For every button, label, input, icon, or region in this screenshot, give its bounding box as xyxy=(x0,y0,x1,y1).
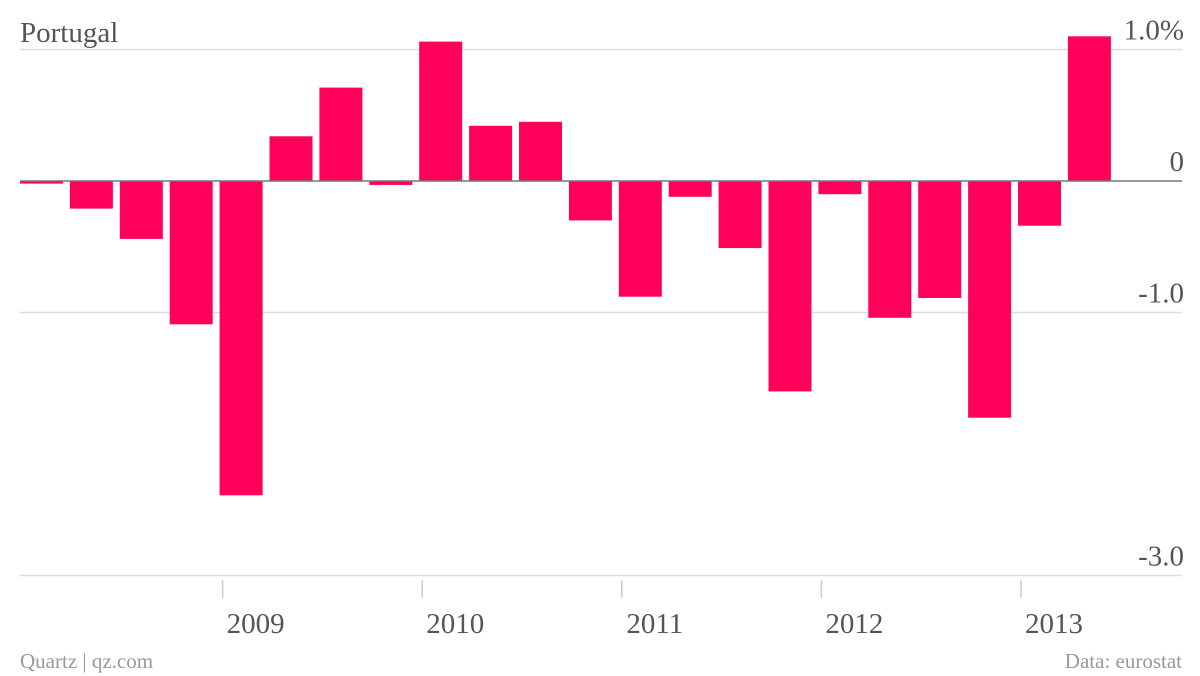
bar xyxy=(20,181,63,184)
x-tick-label: 2009 xyxy=(227,608,285,640)
bar xyxy=(169,181,213,325)
bar xyxy=(768,181,812,392)
x-tick-label: 2011 xyxy=(626,608,683,640)
footer-source-left: Quartz | qz.com xyxy=(20,649,153,673)
bar xyxy=(469,125,513,181)
bars xyxy=(20,36,1111,496)
bar xyxy=(618,181,662,297)
y-tick-labels: 1.0% 0 -1.0 -3.0 xyxy=(1124,15,1184,573)
bar xyxy=(1067,36,1111,181)
y-tick-label: -1.0 xyxy=(1138,278,1184,310)
bar xyxy=(1018,181,1061,226)
y-tick-label: 0 xyxy=(1170,146,1185,178)
bar xyxy=(69,181,113,209)
y-tick-label: 1.0% xyxy=(1124,15,1184,47)
bar xyxy=(868,181,912,318)
bar xyxy=(818,181,862,195)
bar xyxy=(319,87,363,181)
bar xyxy=(918,181,962,298)
x-tick-label: 2013 xyxy=(1025,608,1083,640)
y-tick-label: -3.0 xyxy=(1138,541,1184,573)
bar xyxy=(269,136,313,181)
bar xyxy=(968,181,1012,418)
footer-data-credit: Data: eurostat xyxy=(1065,649,1182,673)
bar xyxy=(419,41,463,181)
bar xyxy=(568,181,612,221)
x-tick-label: 2010 xyxy=(426,608,484,640)
bar xyxy=(119,181,163,239)
bar xyxy=(519,121,562,181)
bar xyxy=(668,181,712,197)
x-tick-labels: 2009 2010 2011 2012 2013 xyxy=(221,580,1083,640)
bar xyxy=(219,181,263,496)
chart-title: Portugal xyxy=(20,17,118,49)
x-tick-label: 2012 xyxy=(825,608,883,640)
bar xyxy=(718,181,762,249)
bar xyxy=(369,181,413,185)
